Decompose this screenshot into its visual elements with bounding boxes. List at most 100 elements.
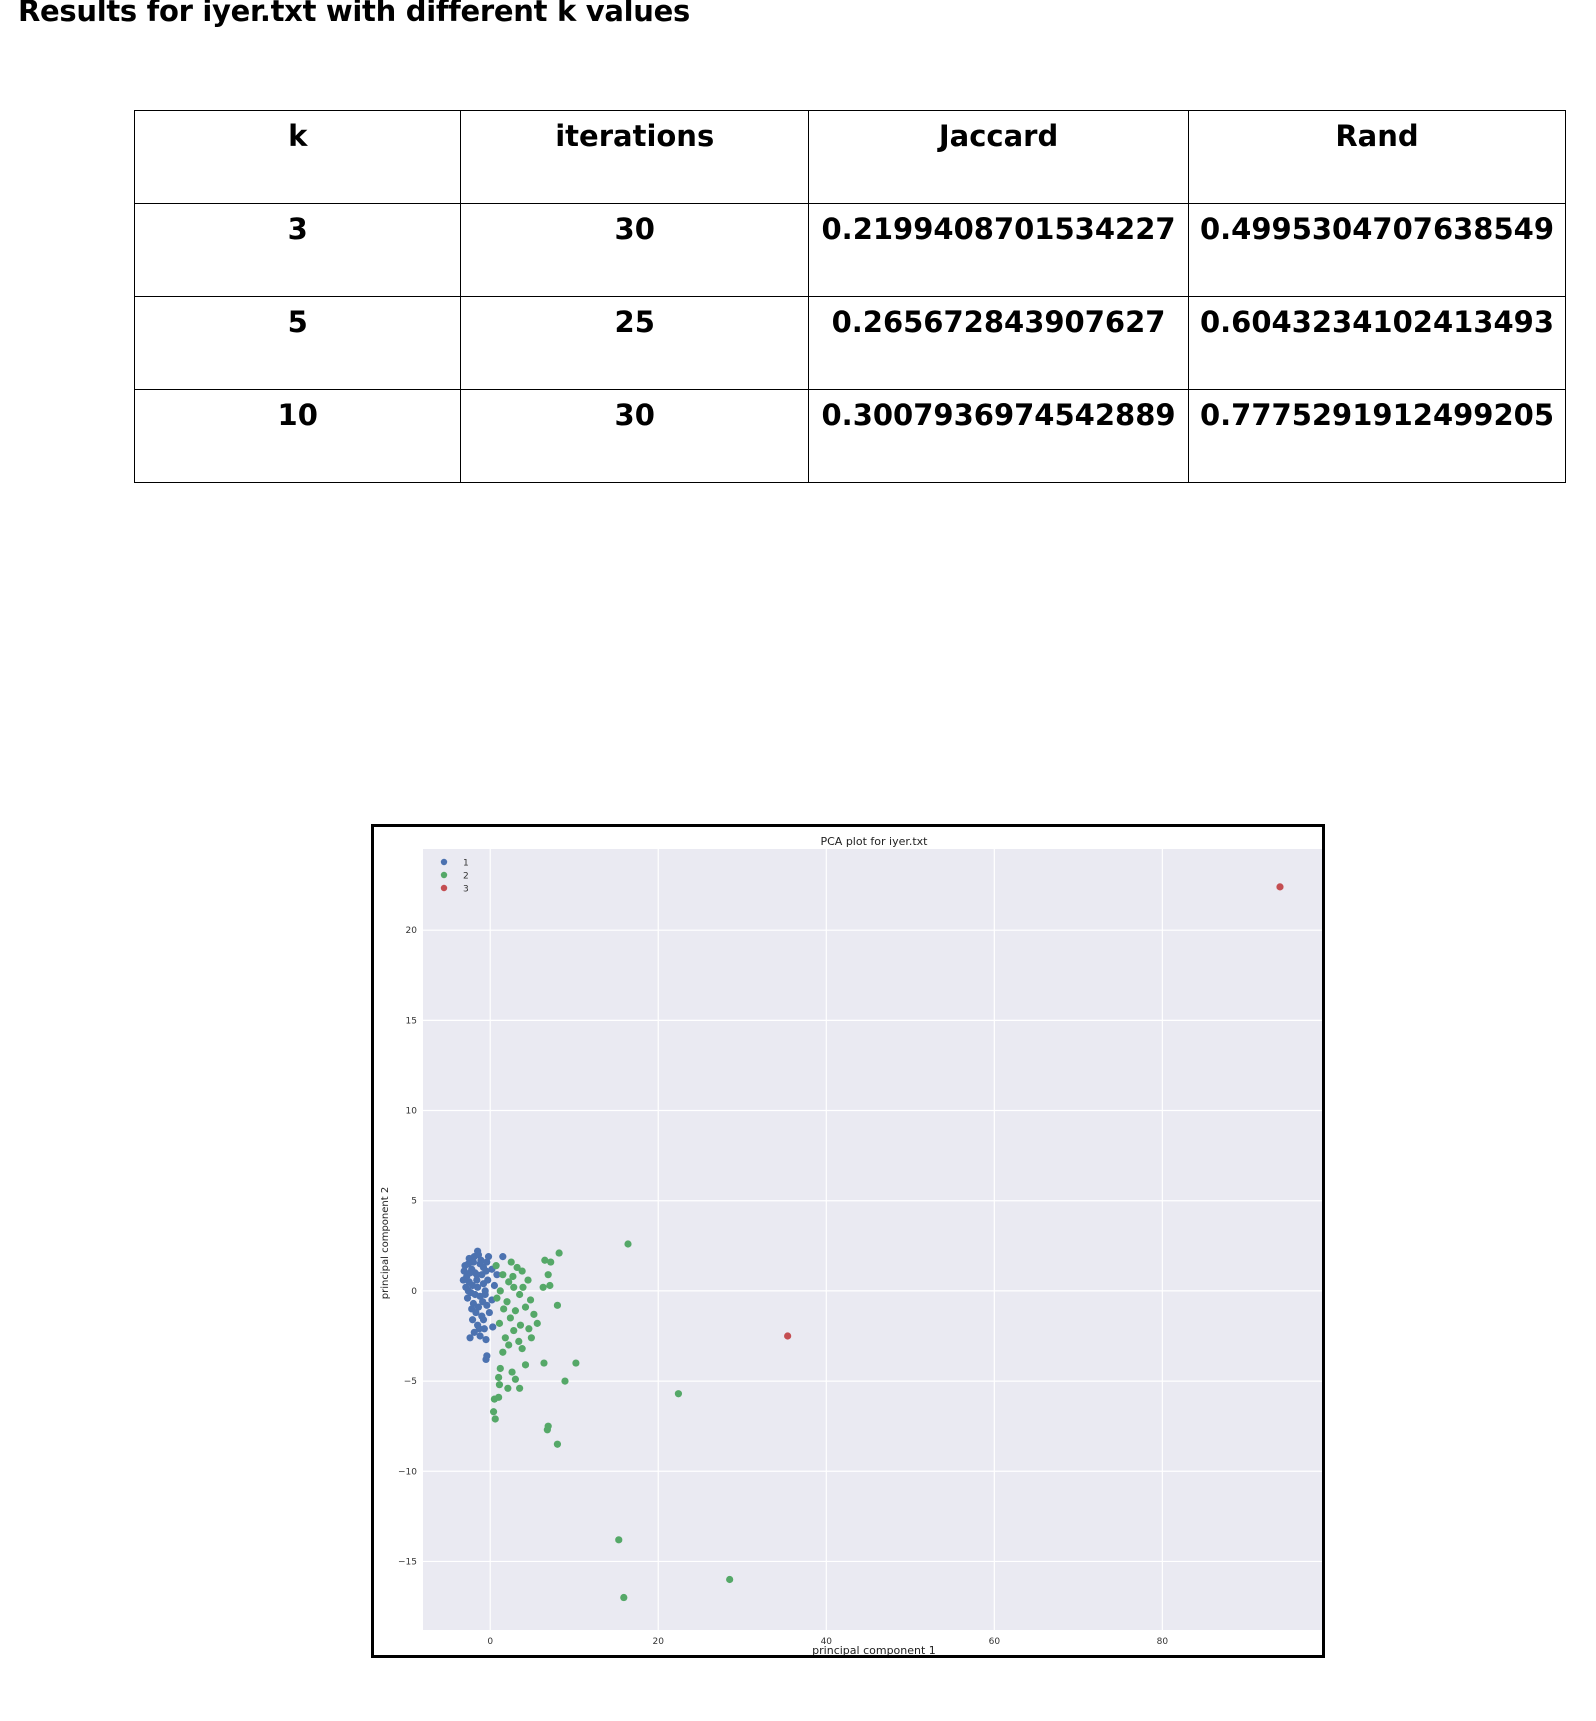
table-row: 5 25 0.265672843907627 0.604323410241349… (133, 296, 1566, 390)
data-point-series-1 (468, 1281, 477, 1290)
data-point-series-1 (466, 1334, 474, 1342)
data-points (459, 883, 1284, 1602)
data-point-series-2 (526, 1296, 535, 1304)
data-point-series-2 (506, 1314, 514, 1322)
data-point-series-2 (561, 1377, 569, 1385)
cell-k: 10 (133, 389, 462, 483)
legend-label: 1 (463, 859, 469, 869)
data-point-series-1 (479, 1316, 488, 1324)
y-tick-label: 10 (406, 1107, 418, 1117)
data-point-series-2 (530, 1310, 538, 1318)
data-point-series-1 (460, 1267, 468, 1275)
data-point-series-1 (476, 1332, 484, 1340)
data-point-series-2 (496, 1287, 504, 1295)
data-point-series-1 (466, 1269, 474, 1277)
x-tick-label: 0 (487, 1637, 493, 1647)
legend-marker (440, 858, 448, 866)
data-point-series-2 (624, 1240, 632, 1248)
data-point-series-2 (511, 1307, 520, 1315)
data-point-series-2 (518, 1345, 526, 1353)
results-table: k iterations Jaccard Rand 3 30 0.2199408… (133, 110, 1566, 483)
cell-rand: 0.7775291912499205 (1188, 389, 1566, 483)
data-point-series-1 (493, 1271, 501, 1279)
grid-lines (423, 849, 1322, 1630)
data-point-series-2 (519, 1283, 527, 1291)
data-point-series-2 (493, 1294, 501, 1302)
data-point-series-3 (1276, 883, 1284, 891)
data-point-series-2 (516, 1290, 524, 1299)
cell-k: 5 (133, 296, 462, 390)
data-point-series-2 (516, 1384, 524, 1392)
data-point-series-2 (513, 1263, 521, 1272)
data-point-series-2 (511, 1375, 520, 1383)
data-point-series-2 (495, 1381, 504, 1389)
data-point-series-2 (516, 1321, 525, 1329)
y-tick-label: −15 (398, 1557, 417, 1567)
page-heading: Results for iyer.txt with different k va… (18, 0, 690, 28)
y-tick-label: −10 (398, 1467, 417, 1477)
pca-plot-frame: PCA plot for iyer.txt 0 20 40 60 80 20 15 10 5 0 −… (371, 824, 1325, 1658)
x-axis-label: principal component 1 (812, 1644, 936, 1655)
data-point-series-1 (459, 1276, 467, 1284)
cell-rand: 0.4995304707638549 (1188, 203, 1566, 297)
data-point-series-1 (489, 1323, 497, 1331)
data-point-series-2 (553, 1440, 562, 1448)
cell-k: 3 (133, 203, 462, 297)
data-point-series-2 (544, 1271, 552, 1279)
data-point-series-2 (527, 1334, 535, 1342)
data-point-series-2 (490, 1395, 499, 1403)
x-tick-label: 40 (821, 1637, 833, 1647)
data-point-series-2 (500, 1305, 508, 1313)
header-iterations: iterations (460, 110, 810, 204)
data-point-series-2 (726, 1575, 734, 1584)
chart-legend: 1 2 3 (440, 858, 469, 895)
data-point-series-2 (508, 1368, 516, 1376)
data-point-series-2 (525, 1325, 533, 1333)
data-point-series-2 (504, 1384, 512, 1392)
data-point-series-1 (482, 1336, 490, 1344)
data-point-series-1 (469, 1299, 478, 1308)
table-header-row: k iterations Jaccard Rand (133, 110, 1566, 204)
axis-ticks: 0 20 40 60 80 20 15 10 5 0 −5 −10 −15 (398, 926, 1168, 1647)
data-point-series-2 (620, 1593, 628, 1602)
data-point-series-2 (533, 1319, 541, 1327)
pca-scatter-plot: PCA plot for iyer.txt 0 20 40 60 80 20 15 10 5 0 −… (380, 835, 1322, 1655)
data-point-series-2 (492, 1262, 500, 1270)
data-point-series-1 (480, 1325, 488, 1333)
cell-iterations: 30 (460, 203, 810, 297)
data-point-series-2 (546, 1281, 554, 1290)
header-k: k (133, 110, 462, 204)
legend-label: 3 (463, 885, 469, 895)
data-point-series-1 (470, 1328, 478, 1336)
data-point-series-2 (501, 1334, 509, 1342)
y-axis-label: principal component 2 (380, 1187, 391, 1299)
data-point-series-2 (489, 1408, 498, 1416)
table-row: 3 30 0.2199408701534227 0.49953047076385… (133, 203, 1566, 297)
cell-rand: 0.6043234102413493 (1188, 296, 1566, 390)
data-point-series-2 (539, 1283, 547, 1291)
data-point-series-1 (477, 1256, 485, 1264)
data-point-series-2 (496, 1364, 504, 1373)
data-point-series-2 (503, 1298, 511, 1306)
y-tick-label: −5 (404, 1377, 417, 1387)
y-tick-label: 0 (411, 1287, 417, 1297)
data-point-series-1 (499, 1253, 507, 1261)
data-point-series-1 (468, 1316, 477, 1324)
data-point-series-2 (555, 1249, 563, 1257)
data-point-series-1 (474, 1251, 483, 1259)
data-point-series-1 (471, 1290, 479, 1299)
chart-title: PCA plot for iyer.txt (820, 835, 928, 848)
data-point-series-1 (463, 1294, 472, 1302)
legend-marker (440, 884, 448, 892)
data-point-series-1 (473, 1276, 481, 1284)
data-point-series-2 (491, 1415, 499, 1423)
data-point-series-1 (482, 1267, 490, 1275)
x-tick-label: 80 (1157, 1637, 1169, 1647)
data-point-series-1 (484, 1253, 493, 1261)
data-point-series-2 (495, 1319, 504, 1327)
data-point-series-2 (518, 1267, 526, 1275)
x-tick-label: 60 (989, 1637, 1001, 1647)
data-point-series-1 (483, 1258, 491, 1266)
legend-label: 2 (463, 872, 469, 882)
data-point-series-2 (547, 1258, 555, 1266)
